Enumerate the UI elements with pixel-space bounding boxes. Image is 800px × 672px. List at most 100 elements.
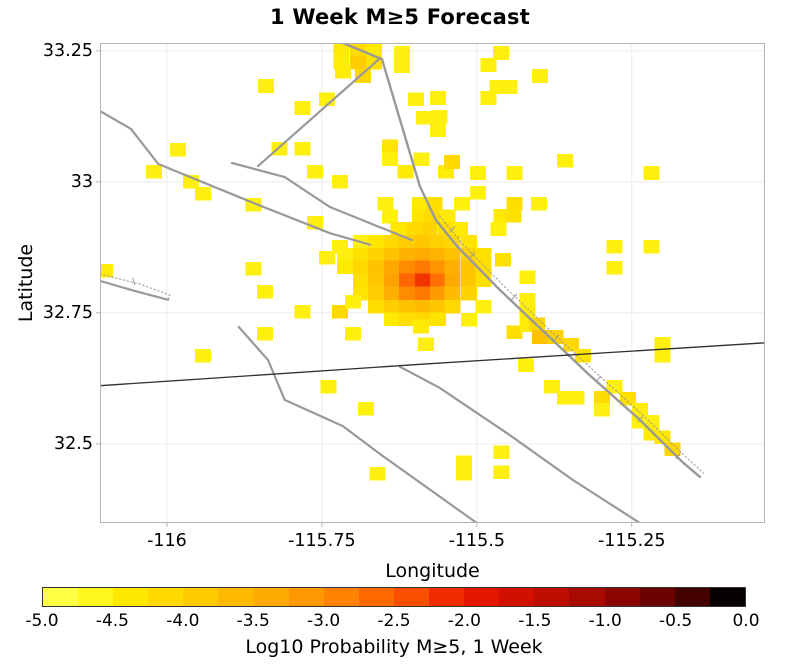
colorbar-segment xyxy=(464,588,500,606)
heatmap-cell xyxy=(429,234,446,249)
heatmap-cell xyxy=(506,166,523,180)
heatmap-cell xyxy=(455,455,472,470)
heatmap-cell xyxy=(460,312,477,327)
y-axis-label: Latitude xyxy=(15,243,37,323)
heatmap-cell xyxy=(334,65,351,79)
fault-lines xyxy=(100,43,705,523)
heatmap-cell xyxy=(333,43,350,57)
heatmap-cell xyxy=(398,234,415,249)
heatmap-cell xyxy=(460,286,477,301)
colorbar-tick-label: -3.5 xyxy=(236,611,270,631)
heatmap-cell xyxy=(414,234,431,249)
heatmap-cell xyxy=(453,197,470,211)
heatmap-cell xyxy=(606,261,623,275)
colorbar-tick-label: -1.5 xyxy=(518,611,552,631)
heatmap-cell xyxy=(563,338,580,352)
west-edge-fault-companion-line xyxy=(100,273,171,301)
heatmap-cell xyxy=(480,58,497,72)
colorbar-segment xyxy=(674,588,710,606)
heatmap-cell xyxy=(489,80,506,94)
heatmap-cell xyxy=(606,379,623,394)
heatmap-cell xyxy=(654,336,671,351)
heatmap-cell xyxy=(382,139,399,154)
heatmap-cell xyxy=(271,142,288,156)
heatmap-cell xyxy=(490,222,507,236)
heatmap-cell xyxy=(460,273,477,288)
south-curve-east-line xyxy=(398,365,641,523)
heatmap-cell xyxy=(413,152,430,167)
heatmap-cell xyxy=(383,260,400,275)
heatmap-cell xyxy=(444,299,461,314)
colorbar-segment xyxy=(113,588,149,606)
x-axis-label: Longitude xyxy=(385,560,480,582)
heatmap-cell xyxy=(393,46,410,60)
heatmap-cell xyxy=(444,273,461,288)
heatmap-cell xyxy=(318,251,335,265)
heatmap-cell xyxy=(444,247,461,262)
heatmap-cell xyxy=(556,154,573,168)
heatmap-cell xyxy=(398,260,415,275)
heatmap-cell xyxy=(517,358,534,373)
heatmap-cell xyxy=(352,247,369,262)
heatmap-cell xyxy=(377,197,394,211)
colorbar-segment xyxy=(534,588,570,606)
heatmap-cell xyxy=(431,110,448,124)
heatmap-cell xyxy=(352,273,369,288)
heatmap-cell xyxy=(367,273,384,288)
west-edge-fault-line xyxy=(100,279,170,301)
colorbar-segment xyxy=(253,588,289,606)
heatmap-cell xyxy=(367,247,384,262)
colorbar-tick-label: -2.0 xyxy=(447,611,481,631)
colorbar-segment xyxy=(183,588,219,606)
colorbar-label: Log10 Probability M≥5, 1 Week xyxy=(245,636,543,658)
map-plot xyxy=(96,43,765,527)
x-tick-label: -115.75 xyxy=(288,531,356,551)
heatmap-cell xyxy=(530,197,547,211)
heatmap-cell xyxy=(501,80,518,94)
heatmap-cell xyxy=(382,209,399,224)
heatmap-cell xyxy=(194,349,211,363)
heatmap-cell xyxy=(568,390,585,405)
x-tick-label: -115.5 xyxy=(448,531,506,551)
heatmap-cell xyxy=(519,305,536,320)
heatmap-cell xyxy=(398,273,415,288)
heatmap-cell xyxy=(475,247,492,262)
heatmap-cell xyxy=(444,260,461,275)
heatmap-cell xyxy=(492,46,509,60)
heatmap-cell xyxy=(383,286,400,301)
heatmap-cell xyxy=(294,101,311,115)
x-tick-label: -116 xyxy=(147,531,187,551)
colorbar-tick-label: 0.0 xyxy=(732,611,760,631)
heatmap-cell xyxy=(506,325,523,340)
heatmap-cell xyxy=(331,175,348,189)
heatmap-cell xyxy=(398,286,415,301)
y-tick-label: 32.75 xyxy=(42,302,93,323)
heatmap-cell xyxy=(452,222,469,236)
heatmap-cell xyxy=(245,262,262,276)
heatmap-cell xyxy=(354,69,371,83)
heatmap-cell xyxy=(429,273,446,288)
heatmap-cell xyxy=(643,166,660,180)
fault-tick-mark xyxy=(675,452,682,460)
colorbar-segment xyxy=(358,588,394,606)
chart-title: 1 Week M≥5 Forecast xyxy=(270,5,530,29)
heatmap-cell xyxy=(417,337,434,352)
heatmap-cell xyxy=(145,165,162,179)
heatmap-cell xyxy=(421,222,438,236)
heatmap-cell xyxy=(369,466,386,481)
heatmap-cell xyxy=(460,234,477,249)
heatmap-cell xyxy=(493,445,510,460)
heatmap-cell xyxy=(382,152,399,167)
colorbar-segment xyxy=(604,588,640,606)
heatmap-cell xyxy=(519,292,536,307)
heatmap-cell xyxy=(331,305,348,319)
heatmap-cell xyxy=(480,91,497,105)
heatmap-cell xyxy=(194,187,211,201)
heatmap-cell xyxy=(397,165,414,179)
heatmap-cell xyxy=(170,143,187,157)
heatmap-cell xyxy=(307,165,324,179)
heatmap-cell xyxy=(429,286,446,301)
colorbar-tick-label: -1.0 xyxy=(588,611,622,631)
heatmap-cell xyxy=(294,305,311,319)
heatmap-cell xyxy=(444,155,461,169)
